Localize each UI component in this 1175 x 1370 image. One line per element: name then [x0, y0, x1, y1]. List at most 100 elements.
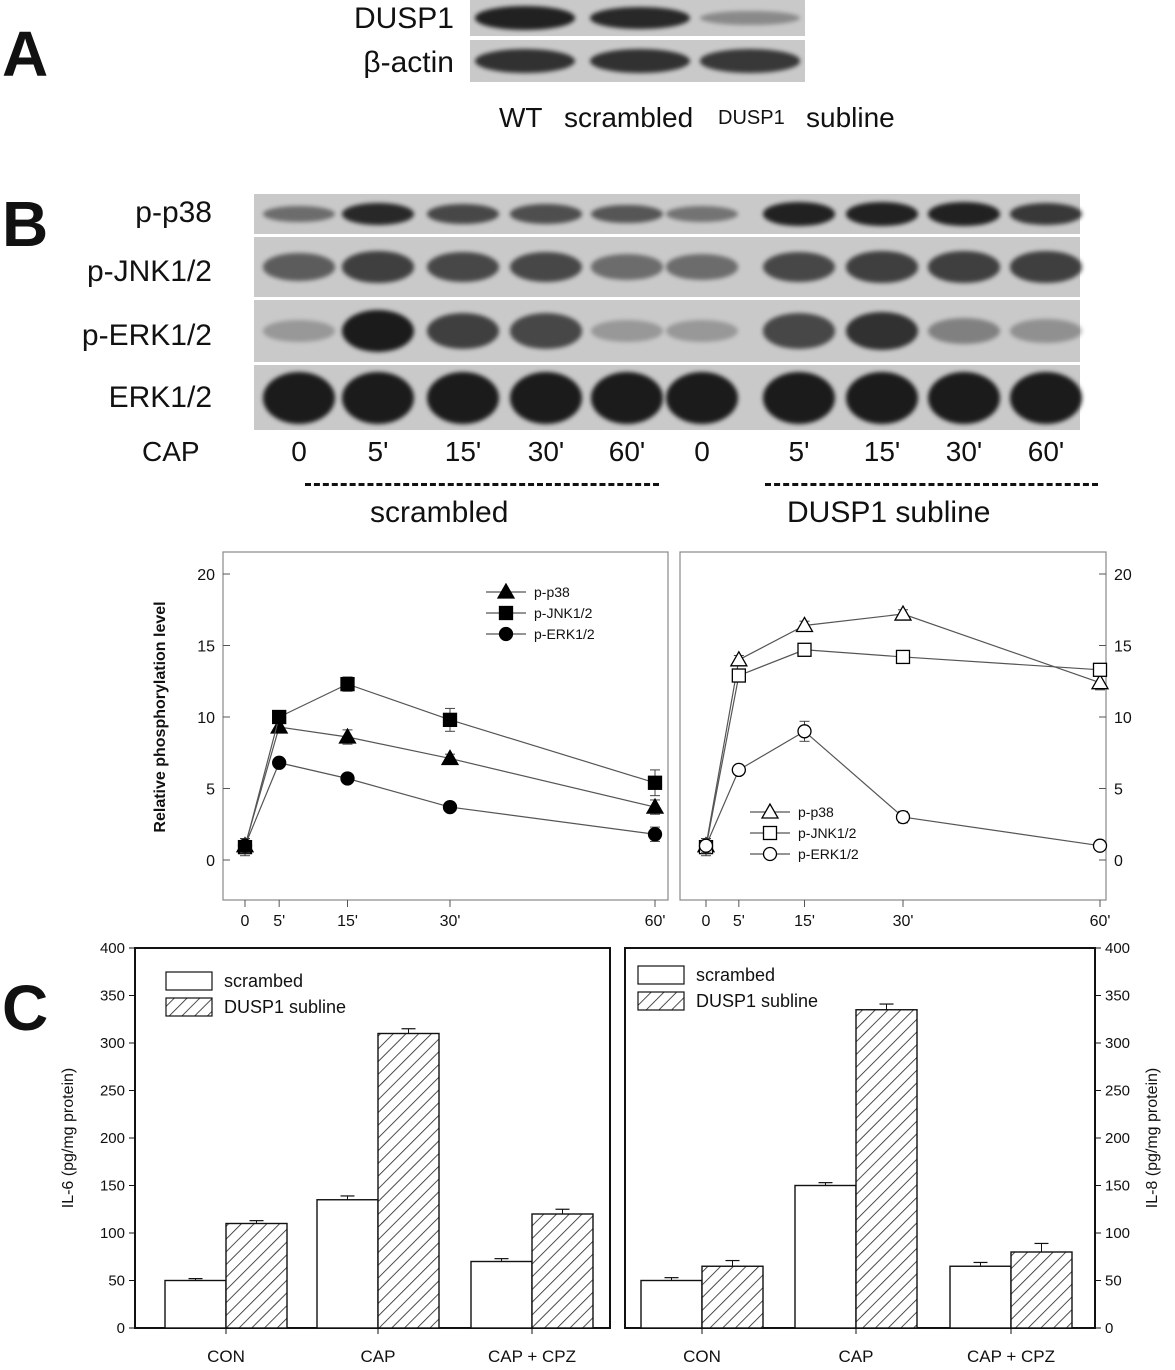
blot-row-label-p-jnk: p-JNK1/2 — [86, 255, 212, 288]
line-chart-2: 0 5 10 15 20 0 5' 15' 30' 60' p-p38 p-JNK1/2 p-ERK1/… — [679, 551, 1132, 930]
lane-label-subline: subline — [806, 102, 895, 133]
legend-label: p-ERK1/2 — [798, 846, 859, 862]
y-axis-label: IL-6 (pg/mg protein) — [60, 1068, 77, 1209]
x-tick-label: CAP + CPZ — [967, 1347, 1055, 1366]
data-point-p-p38 — [338, 727, 357, 744]
band-erk-5 — [591, 371, 663, 424]
legend-swatch — [637, 965, 685, 985]
bar-scrambed-cap — [316, 1199, 379, 1329]
plot-frame — [222, 551, 669, 901]
blot-row-label-dusp1: DUSP1 — [353, 2, 454, 35]
data-point-p-ERK1/2 — [272, 755, 287, 770]
y-tick-label: 100 — [1105, 1225, 1130, 1242]
legend-marker — [762, 825, 778, 841]
data-point-p-p38 — [1090, 673, 1110, 690]
band-p-erk-5 — [591, 319, 663, 343]
data-point-p-ERK1/2 — [895, 809, 911, 825]
y-tick-label: 150 — [100, 1178, 125, 1195]
bar-scrambed-con — [640, 1279, 703, 1329]
data-point-p-ERK1/2 — [442, 799, 458, 815]
lane-label-wt: WT — [499, 102, 543, 133]
band-erk-7 — [763, 371, 835, 424]
data-point-p-JNK1/2 — [797, 642, 812, 657]
group-label-dusp1-subline: DUSP1 subline — [787, 496, 991, 529]
band-beta-actin-3 — [700, 49, 800, 73]
band-erk-6 — [666, 371, 738, 424]
band-p-p38-6 — [666, 205, 738, 223]
band-p-p38-4 — [510, 204, 582, 224]
x-tick-label: CON — [207, 1347, 245, 1366]
band-erk-3 — [427, 371, 499, 424]
x-tick-label: 30' — [893, 913, 914, 930]
time-label-9: 30' — [945, 436, 983, 467]
band-beta-actin-1 — [475, 49, 575, 73]
band-erk-4 — [510, 371, 582, 424]
band-p-jnk-7 — [763, 251, 835, 283]
band-p-p38-9 — [928, 202, 1000, 226]
y-axis-label: IL-8 (pg/mg protein) — [1144, 1068, 1161, 1209]
x-tick-label: CAP — [361, 1347, 396, 1366]
y-tick-label: 15 — [197, 639, 215, 656]
dashed-line-dusp1 — [765, 483, 1098, 486]
y-tick-label: 0 — [1114, 853, 1123, 870]
data-point-p-ERK1/2 — [647, 827, 663, 842]
data-point-p-JNK1/2 — [272, 709, 287, 725]
y-tick-label: 20 — [197, 567, 215, 584]
band-p-jnk-8 — [846, 251, 918, 283]
data-point-p-p38 — [795, 616, 814, 633]
band-dusp1-3 — [700, 10, 800, 26]
x-tick-label: 0 — [241, 913, 250, 930]
legend-swatch — [637, 991, 685, 1011]
data-point-p-p38 — [440, 749, 460, 766]
bar-dusp1-subline-con — [225, 1222, 288, 1329]
y-tick-label: 0 — [206, 853, 215, 870]
band-p-jnk-9 — [928, 251, 1000, 283]
band-p-p38-10 — [1010, 203, 1082, 225]
band-p-p38-8 — [846, 202, 918, 226]
legend-marker — [760, 802, 780, 819]
group-label-scrambled: scrambled — [370, 496, 509, 529]
data-point-p-JNK1/2 — [1092, 662, 1108, 677]
data-point-p-JNK1/2 — [731, 668, 746, 683]
band-dusp1-2 — [590, 6, 690, 30]
plot-frame — [679, 551, 1107, 901]
bar-dusp1-subline-con — [701, 1265, 764, 1329]
x-tick-label: CAP — [839, 1347, 874, 1366]
time-label-3: 15' — [444, 436, 482, 467]
legend-label: p-JNK1/2 — [798, 825, 857, 841]
y-tick-label: 0 — [117, 1320, 125, 1337]
bar-chart-1: 0 50 100 150 200 250 300 350 400 IL-6 (pg/mg prot… — [60, 940, 611, 1366]
legend-label: scrambed — [224, 971, 303, 991]
band-erk-9 — [928, 371, 1000, 424]
time-label-10: 60' — [1027, 436, 1065, 467]
data-point-p-JNK1/2 — [340, 676, 355, 692]
time-label-2: 5' — [367, 436, 389, 467]
y-tick-label: 15 — [1114, 639, 1132, 656]
blot-row-label-p-p38: p-p38 — [135, 196, 212, 229]
data-point-p-p38 — [645, 797, 665, 814]
data-point-p-p38 — [270, 717, 289, 734]
western-blot-a — [470, 0, 805, 82]
lane-label-scrambled: scrambled — [564, 102, 694, 133]
band-p-jnk-3 — [427, 251, 499, 283]
y-tick-label: 300 — [1105, 1035, 1130, 1052]
bar-dusp1-subline-cap-cpz — [531, 1213, 594, 1329]
legend-swatch — [165, 997, 213, 1017]
band-p-p38-1 — [263, 205, 335, 223]
legend-swatch — [165, 971, 213, 991]
legend-label: DUSP1 subline — [224, 997, 346, 1017]
lane-labels-b: 0 5' 15' 30' 60' 0 5' 15' 30' 60' — [0, 438, 1175, 472]
y-tick-label: 200 — [1105, 1130, 1130, 1147]
data-point-p-ERK1/2 — [731, 762, 746, 778]
band-p-erk-2 — [342, 310, 414, 352]
band-p-erk-6 — [666, 319, 738, 343]
band-p-p38-2 — [342, 202, 414, 226]
y-tick-label: 400 — [1105, 940, 1130, 957]
cap-label: CAP — [142, 436, 200, 467]
time-label-1: 0 — [291, 436, 307, 467]
band-erk-8 — [846, 371, 918, 424]
x-tick-label: 60' — [645, 913, 666, 930]
phosphorylation-line-charts: 0 5 10 15 20 0 5' 15' 30' 60' Relative phosphoryla… — [152, 551, 1132, 930]
legend-label: p-p38 — [798, 804, 834, 820]
legend-marker — [498, 605, 514, 621]
